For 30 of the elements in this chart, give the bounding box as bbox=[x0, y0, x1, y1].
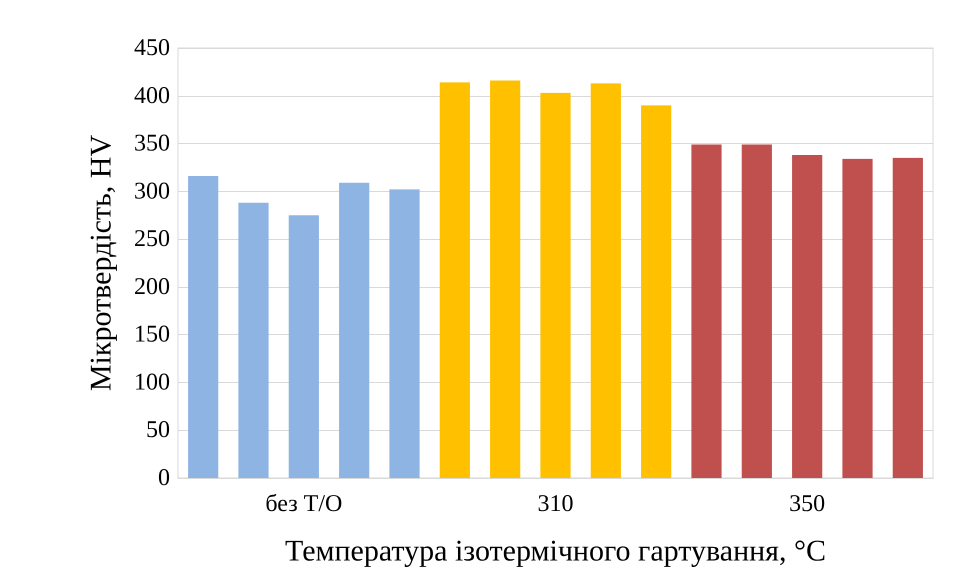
bar bbox=[842, 158, 873, 478]
y-tick-label: 0 bbox=[158, 465, 170, 491]
bar bbox=[742, 144, 772, 478]
y-axis-title: Мікротвердість, HV bbox=[84, 134, 118, 392]
bar bbox=[288, 215, 319, 478]
y-tick-label: 250 bbox=[134, 226, 170, 252]
y-tick-label: 350 bbox=[134, 130, 170, 157]
bar bbox=[339, 182, 370, 478]
x-axis-title: Температура ізотермічного гартування, °C bbox=[285, 534, 826, 568]
x-tick-label: без Т/О bbox=[265, 491, 342, 517]
y-tick-label: 400 bbox=[134, 82, 170, 109]
bar bbox=[892, 158, 923, 478]
bar bbox=[540, 92, 571, 478]
x-tick-label: 350 bbox=[789, 491, 826, 517]
y-tick-label: 150 bbox=[134, 322, 170, 348]
bar bbox=[691, 144, 722, 478]
bar bbox=[641, 105, 672, 478]
bar bbox=[590, 83, 621, 478]
y-tick-label: 450 bbox=[134, 35, 170, 61]
y-tick-label: 50 bbox=[146, 417, 170, 444]
y-tick-label: 100 bbox=[134, 369, 170, 396]
bar bbox=[440, 82, 470, 478]
y-tick-label: 200 bbox=[134, 274, 170, 300]
bar bbox=[188, 176, 218, 478]
bar bbox=[238, 202, 269, 478]
bar bbox=[792, 155, 822, 478]
bar bbox=[389, 189, 420, 478]
x-tick-label: 310 bbox=[538, 491, 574, 517]
bar bbox=[490, 80, 520, 478]
y-tick-label: 300 bbox=[134, 178, 170, 204]
